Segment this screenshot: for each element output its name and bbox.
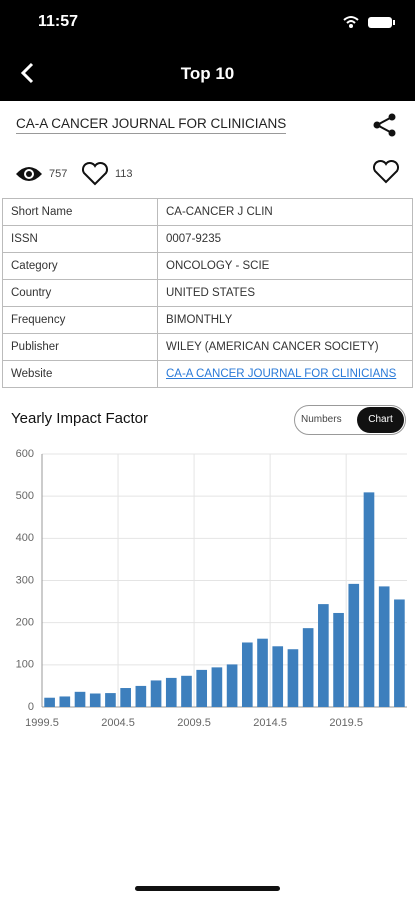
header: Top 10 [0, 45, 415, 101]
website-link[interactable]: CA-A CANCER JOURNAL FOR CLINICIANS [166, 368, 397, 380]
bar [257, 638, 268, 707]
favorite-button[interactable] [372, 159, 400, 185]
row-value: 0007-9235 [157, 225, 413, 253]
bar [363, 492, 375, 707]
share-button[interactable] [372, 112, 398, 138]
table-row: Category ONCOLOGY - SCIE [2, 252, 413, 280]
bar [105, 693, 116, 707]
chart: 0 100 200 300 400 500 600 1999.5 2004.5 2009.5 201… [16, 448, 407, 729]
y-tick-label: 400 [16, 532, 34, 544]
views-icon [16, 167, 42, 181]
time: 11:57 [38, 13, 79, 30]
bar [150, 680, 162, 707]
table-row: Short Name CA-CANCER J CLIN [2, 198, 413, 226]
bar [333, 612, 344, 707]
bar [348, 583, 360, 707]
row-label: Frequency [2, 306, 158, 334]
bar [318, 604, 329, 707]
status-bar: 11:57 [0, 0, 415, 45]
bar [89, 693, 101, 707]
journal-title: CA-A CANCER JOURNAL FOR CLINICIANS [16, 116, 287, 134]
row-label: Short Name [2, 198, 158, 226]
bar [226, 664, 238, 707]
table-row: Frequency BIMONTHLY [2, 306, 413, 334]
y-tick-label: 100 [16, 659, 34, 671]
header-title: Top 10 [180, 64, 235, 83]
status-icons [343, 16, 395, 28]
y-tick-label: 200 [16, 617, 34, 629]
x-tick-label: 2004.5 [101, 717, 135, 729]
bar [272, 646, 284, 707]
bar [74, 691, 86, 707]
row-value: CA-CANCER J CLIN [157, 198, 413, 226]
bar [165, 677, 177, 707]
y-tick-label: 300 [16, 574, 34, 586]
x-tick-label: 1999.5 [25, 717, 59, 729]
x-tick-label: 2014.5 [253, 717, 287, 729]
row-value: WILEY (AMERICAN CANCER SOCIETY) [157, 333, 413, 361]
row-value: ONCOLOGY - SCIE [157, 252, 413, 280]
bar [44, 697, 55, 707]
toggle-chart[interactable]: Chart [357, 407, 404, 433]
table-row: ISSN 0007-9235 [2, 225, 413, 253]
bar [59, 696, 71, 707]
toggle-numbers[interactable]: Numbers [301, 414, 342, 425]
section-title: Yearly Impact Factor [11, 410, 148, 427]
view-toggle: Numbers Chart [294, 405, 406, 435]
back-button[interactable] [18, 61, 38, 85]
bar [135, 685, 147, 707]
row-value: CA-A CANCER JOURNAL FOR CLINICIANS [157, 360, 413, 388]
row-label: Country [2, 279, 158, 307]
row-label: ISSN [2, 225, 158, 253]
views-count: 757 [49, 168, 68, 180]
row-label: Category [2, 252, 158, 280]
likes-count: 113 [115, 168, 133, 180]
row-value: UNITED STATES [157, 279, 413, 307]
table-row: Website CA-A CANCER JOURNAL FOR CLINICIAN… [2, 360, 413, 388]
y-tick-label: 500 [16, 490, 34, 502]
bar [287, 649, 299, 707]
bar [181, 675, 192, 707]
bar [394, 599, 405, 707]
likes-icon [81, 161, 109, 186]
table-row: Publisher WILEY (AMERICAN CANCER SOCIETY) [2, 333, 413, 361]
row-label: Website [2, 360, 158, 388]
row-label: Publisher [2, 333, 158, 361]
y-tick-label: 0 [28, 701, 34, 713]
x-tick-label: 2019.5 [329, 717, 363, 729]
bar [211, 667, 223, 707]
bar [196, 669, 208, 707]
home-indicator [135, 886, 280, 891]
info-table: Short Name CA-CANCER J CLIN ISSN 0007-9235 C… [2, 198, 413, 388]
row-value: BIMONTHLY [157, 306, 413, 334]
bar [241, 642, 253, 707]
x-tick-label: 2009.5 [177, 717, 211, 729]
table-row: Country UNITED STATES [2, 279, 413, 307]
y-tick-label: 600 [16, 448, 34, 460]
bar [378, 586, 390, 707]
bar [120, 688, 131, 707]
bar [302, 628, 314, 707]
